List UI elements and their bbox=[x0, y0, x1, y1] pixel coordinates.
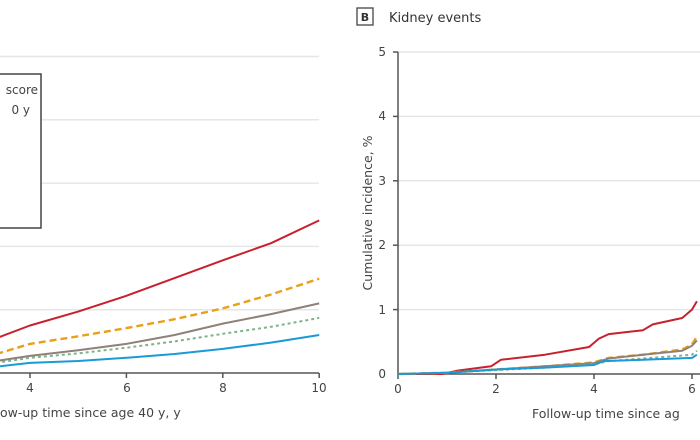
x-tick-label: 0 bbox=[394, 382, 402, 396]
panel-a-x-ticks bbox=[29, 373, 320, 378]
panel-b-series bbox=[397, 300, 698, 376]
panel-b-ticks bbox=[393, 51, 693, 379]
x-tick-label: 10 bbox=[311, 381, 326, 395]
series-line-1 bbox=[398, 300, 698, 375]
panel-b-letter-box bbox=[356, 7, 374, 26]
y-tick-label: 0 bbox=[378, 367, 386, 381]
x-tick-label: 4 bbox=[26, 381, 34, 395]
x-tick-label: 4 bbox=[590, 382, 598, 396]
panel-b-title: Kidney events bbox=[389, 11, 481, 26]
x-tick-label: 2 bbox=[492, 382, 500, 396]
series-line-5 bbox=[0, 334, 320, 368]
panel-a-x-axis-label: ow-up time since age 40 y, y bbox=[0, 405, 181, 420]
x-tick-label: 6 bbox=[123, 381, 131, 395]
y-tick-label: 4 bbox=[378, 109, 386, 123]
panel-a-series bbox=[0, 219, 320, 368]
panel-b-gridlines bbox=[398, 51, 700, 311]
series-line-4 bbox=[0, 316, 320, 364]
y-tick-label: 1 bbox=[378, 303, 386, 317]
legend-text-line-2: 0 y bbox=[11, 103, 30, 117]
panel-b-letter: B bbox=[361, 11, 369, 24]
panel-b-y-axis-label: Cumulative incidence, % bbox=[360, 135, 375, 290]
y-tick-label: 2 bbox=[378, 238, 386, 252]
series-line-5 bbox=[397, 353, 698, 375]
legend-box bbox=[0, 73, 42, 229]
panel-a-gridlines bbox=[0, 55, 319, 311]
y-tick-label: 5 bbox=[378, 45, 386, 59]
panel-b-x-axis-label: Follow-up time since ag bbox=[532, 406, 680, 421]
series-line-4 bbox=[397, 350, 698, 375]
x-tick-label: 6 bbox=[688, 382, 696, 396]
series-line-1 bbox=[0, 219, 320, 338]
x-tick-label: 8 bbox=[219, 381, 227, 395]
legend-text-line-1: score bbox=[6, 83, 38, 97]
y-tick-label: 3 bbox=[378, 174, 386, 188]
series-line-2 bbox=[0, 277, 320, 355]
series-line-3 bbox=[0, 302, 320, 362]
